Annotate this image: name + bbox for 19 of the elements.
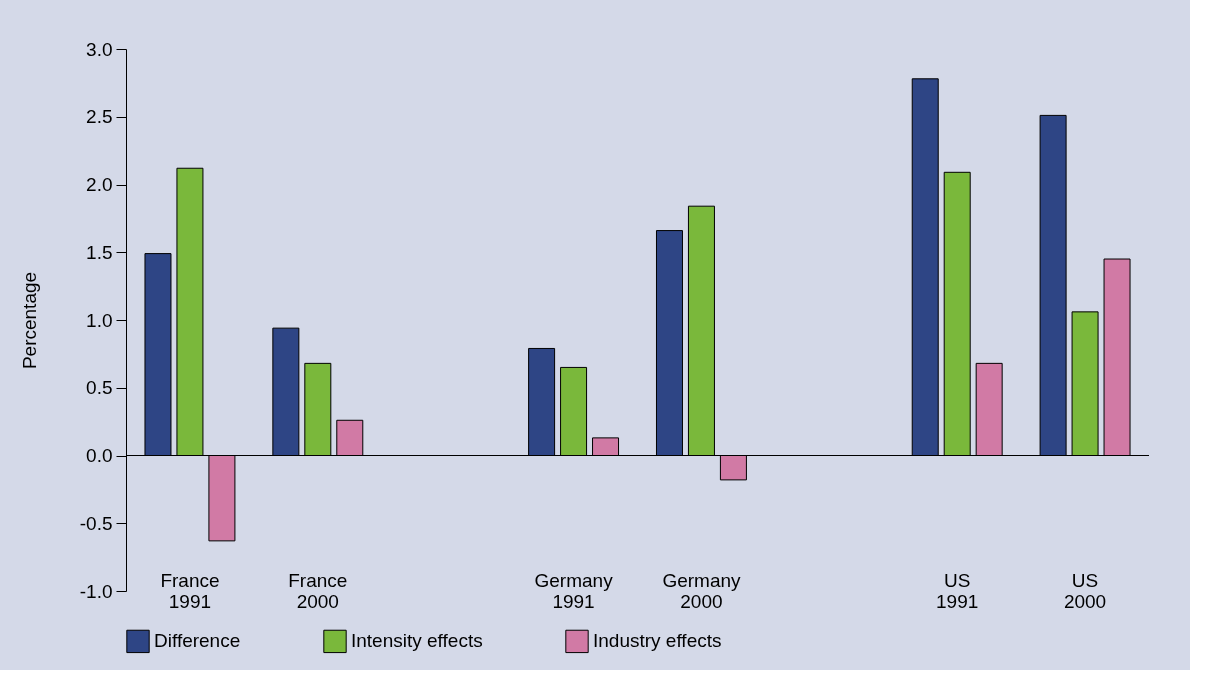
x-tick-label: US 2000 — [1063, 569, 1107, 612]
y-tick-label: 3.0 — [86, 38, 113, 60]
x-tick-label: Germany 1991 — [534, 569, 614, 612]
y-tick-label: 1.5 — [86, 241, 113, 263]
y-tick-label: -1.0 — [79, 580, 113, 602]
x-tick-label: US 1991 — [936, 569, 979, 612]
y-tick-label: 0.0 — [86, 445, 113, 466]
x-tick-label: France 1991 — [160, 569, 220, 612]
y-axis-title: Percentage — [18, 271, 40, 370]
legend-label: Intensity effects — [351, 630, 483, 652]
legend-label: Industry effects — [593, 630, 722, 652]
legend-label: Difference — [154, 630, 241, 652]
y-tick-label: 0.5 — [86, 377, 113, 399]
y-tick-label: 1.0 — [86, 309, 113, 331]
x-tick-label: Germany 2000 — [662, 569, 741, 612]
y-tick-label: 2.5 — [86, 106, 113, 128]
x-tick-label: France 2000 — [288, 569, 348, 612]
y-tick-label: -0.5 — [79, 512, 113, 534]
y-tick-label: 2.0 — [86, 174, 113, 195]
